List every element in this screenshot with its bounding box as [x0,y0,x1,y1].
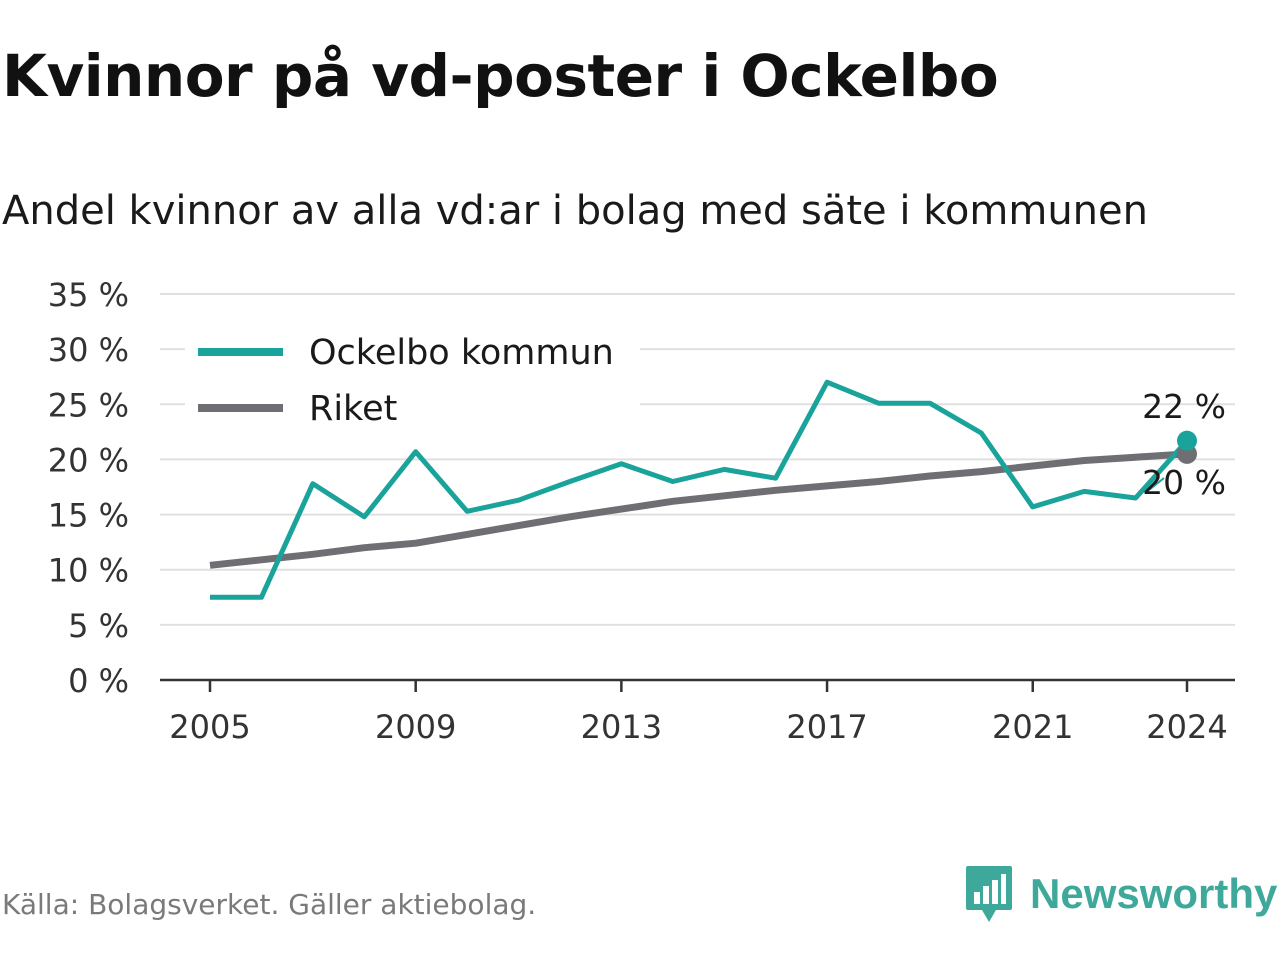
y-tick-label: 10 % [48,552,129,590]
y-tick-label: 20 % [48,441,129,479]
legend-label: Riket [309,389,397,429]
newsworthy-logo-icon [966,866,1012,922]
end-label-riket: 20 % [1142,463,1226,502]
chart-subtitle: Andel kvinnor av alla vd:ar i bolag med … [2,188,1148,234]
y-tick-label: 5 % [68,607,129,645]
series-line-ockelbo [210,379,1189,600]
line-chart: 0 % 5 % 10 % 15 % 20 % 25 % 30 % 35 % 2005 2009 20… [48,276,1235,746]
x-tick-label: 2013 [581,708,662,746]
y-tick-label: 30 % [48,331,129,369]
brand-name: Newsworthy [1030,870,1278,917]
series-line-riket [209,450,1188,569]
x-tick-label: 2009 [375,708,456,746]
legend-label: Ockelbo kommun [309,333,614,373]
source-note: Källa: Bolagsverket. Gäller aktiebolag. [2,888,537,921]
y-tick-label: 15 % [48,497,129,535]
x-tick-label: 2017 [786,708,867,746]
x-tick-label: 2005 [169,708,250,746]
legend-background [185,320,640,432]
y-tick-label: 35 % [48,276,129,314]
y-tick-label: 25 % [48,386,129,424]
chart-title: Kvinnor på vd-poster i Ockelbo [2,42,999,110]
brand-logo[interactable]: Newsworthy [964,864,1277,924]
end-point-ockelbo [1177,430,1197,451]
end-label-ockelbo: 22 % [1142,387,1226,426]
x-tick-label: 2021 [992,708,1073,746]
y-tick-label: 0 % [68,662,129,700]
x-tick-label: 2024 [1146,708,1227,746]
end-label-leader [1148,477,1165,491]
